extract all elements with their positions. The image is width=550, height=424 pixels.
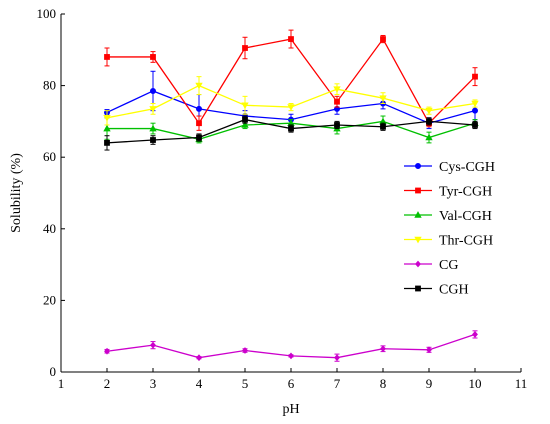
data-point-tyr-cgh — [150, 54, 156, 60]
x-tick-label: 2 — [104, 376, 111, 391]
data-point-thr-cgh — [195, 82, 203, 90]
data-point-tyr-cgh — [104, 54, 110, 60]
data-point-tyr-cgh — [196, 120, 202, 127]
legend-swatch-marker — [415, 260, 421, 268]
legend-label: Thr-CGH — [439, 234, 493, 249]
data-point-tyr-cgh — [242, 45, 248, 51]
data-point-cg — [288, 352, 294, 360]
data-point-thr-cgh — [149, 106, 157, 113]
legend-item-tyr-cgh: Tyr-CGH — [404, 185, 492, 200]
legend: Cys-CGH Tyr-CGH Val-CGH Thr-CGH CG CGH — [404, 160, 495, 298]
legend-swatch-marker — [414, 211, 422, 218]
legend-label: CGH — [439, 283, 469, 298]
x-tick-label: 8 — [380, 376, 387, 391]
series-cg — [104, 330, 478, 362]
data-point-cgh — [472, 122, 478, 128]
data-point-val-cgh — [425, 133, 433, 141]
y-tick-label: 20 — [43, 292, 56, 307]
data-point-cys-cgh — [195, 105, 202, 112]
x-ticks: 1 2 3 4 5 6 7 8 9 10 11 — [58, 368, 528, 391]
series-cgh — [104, 115, 478, 151]
data-point-thr-cgh — [425, 107, 433, 115]
legend-item-cg: CG — [404, 258, 458, 273]
y-tick-label: 60 — [43, 149, 56, 164]
data-point-val-cgh — [241, 121, 249, 128]
y-ticks: 0 20 40 60 80 100 — [37, 6, 65, 379]
data-point-tyr-cgh — [380, 36, 386, 42]
y-tick-label: 0 — [50, 364, 57, 379]
legend-label: CG — [439, 258, 458, 273]
legend-item-val-cgh: Val-CGH — [404, 209, 492, 224]
legend-swatch-marker — [415, 285, 421, 292]
data-point-val-cgh — [149, 124, 157, 132]
legend-label: Tyr-CGH — [439, 185, 492, 200]
data-point-thr-cgh — [103, 115, 111, 122]
data-point-cgh — [334, 122, 340, 128]
data-point-cg — [426, 346, 432, 354]
data-point-cg — [104, 347, 110, 355]
data-point-cg — [380, 345, 386, 353]
x-tick-label: 3 — [150, 376, 157, 391]
legend-swatch-marker — [414, 236, 422, 244]
legend-swatch-marker — [415, 187, 421, 194]
data-point-val-cgh — [103, 124, 111, 132]
legend-swatch-marker — [414, 162, 421, 169]
x-tick-label: 4 — [196, 376, 203, 391]
data-point-cgh — [242, 116, 248, 123]
data-point-cgh — [380, 123, 386, 130]
data-point-cg — [334, 354, 340, 362]
y-axis-label: Solubility (%) — [9, 153, 24, 233]
plot-area — [103, 29, 479, 362]
x-tick-label: 5 — [242, 376, 249, 391]
x-tick-label: 1 — [58, 376, 65, 391]
legend-item-cys-cgh: Cys-CGH — [404, 160, 495, 175]
data-point-cgh — [426, 118, 432, 125]
x-tick-label: 11 — [515, 376, 528, 391]
data-point-cys-cgh — [149, 87, 156, 94]
x-tick-label: 9 — [426, 376, 433, 391]
data-point-cgh — [196, 134, 202, 141]
data-point-thr-cgh — [287, 104, 295, 111]
x-axis-label: pH — [282, 402, 299, 417]
legend-label: Val-CGH — [439, 209, 492, 224]
data-point-cg — [196, 354, 202, 362]
x-tick-label: 6 — [288, 376, 295, 391]
data-point-cg — [150, 341, 156, 349]
legend-label: Cys-CGH — [439, 160, 495, 175]
x-tick-label: 10 — [469, 376, 482, 391]
data-point-tyr-cgh — [288, 36, 294, 42]
data-point-cg — [242, 347, 248, 354]
data-point-cgh — [150, 137, 156, 143]
x-tick-label: 7 — [334, 376, 341, 391]
data-point-tyr-cgh — [472, 73, 478, 80]
data-point-thr-cgh — [333, 86, 341, 94]
y-tick-label: 80 — [43, 78, 56, 93]
data-point-thr-cgh — [379, 95, 387, 102]
data-point-cgh — [104, 139, 110, 146]
series-line-thr-cgh — [106, 84, 476, 119]
data-point-thr-cgh — [471, 100, 479, 108]
data-point-cys-cgh — [471, 107, 478, 114]
legend-item-cgh: CGH — [404, 283, 469, 298]
data-point-cgh — [288, 125, 294, 132]
data-point-thr-cgh — [241, 102, 249, 110]
series-thr-cgh — [103, 76, 479, 126]
y-tick-label: 100 — [37, 6, 57, 21]
y-tick-label: 40 — [43, 221, 56, 236]
data-point-cg — [472, 330, 478, 338]
legend-item-thr-cgh: Thr-CGH — [404, 234, 493, 249]
data-point-tyr-cgh — [334, 98, 340, 105]
